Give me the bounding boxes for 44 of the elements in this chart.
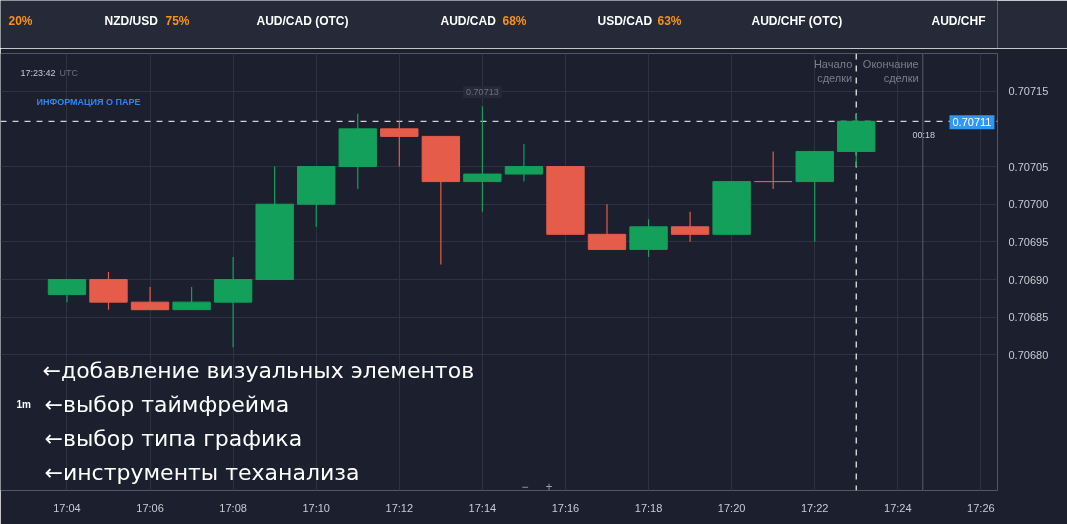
annotation: ←добавление визуальных элементов — [42, 358, 475, 383]
y-tick-label: 0.70700 — [1008, 198, 1049, 211]
annotation: ←выбор таймфрейма — [44, 392, 290, 417]
y-tick-label: 0.70715 — [1008, 85, 1049, 98]
annotation: − — [521, 480, 529, 494]
annotation: ←инструменты теханализа — [44, 460, 360, 485]
x-tick-label: 17:10 — [302, 501, 330, 514]
annotation: 00:18 — [912, 129, 936, 140]
text: AUD/CHF (OTC) — [751, 13, 843, 28]
annotation: 1m — [16, 399, 32, 410]
text: 68% — [502, 13, 527, 28]
ref-line-label: Окончание сделки — [862, 57, 919, 84]
annotation: + — [545, 480, 553, 494]
annotation: ИНФОРМАЦИЯ О ПАРЕ — [36, 96, 141, 107]
y-tick-label: 0.70705 — [1008, 160, 1049, 173]
text: 75% — [165, 13, 190, 28]
x-tick-label: 17:18 — [634, 501, 663, 514]
text: AUD/CAD (OTC) — [256, 13, 349, 28]
y-tick-label: 0.70685 — [1008, 311, 1049, 324]
y-tick-label: 0.70695 — [1008, 235, 1049, 248]
x-tick-label: 17:24 — [884, 501, 912, 514]
text: NZD/USD — [104, 13, 159, 28]
text: AUD/CHF — [931, 13, 986, 28]
x-tick-label: 17:26 — [967, 501, 995, 514]
x-tick-label: 17:20 — [717, 501, 746, 514]
y-tick-label: 0.70680 — [1008, 348, 1049, 361]
text: 63% — [657, 13, 682, 28]
text: USD/CAD — [597, 13, 653, 28]
text: AUD/CAD — [440, 13, 497, 28]
annotation: 0.70713 — [466, 87, 499, 98]
annotation: ←выбор типа графика — [44, 426, 303, 451]
x-tick-label: 17:16 — [551, 501, 580, 514]
x-tick-label: 17:14 — [468, 501, 497, 514]
x-tick-label: 17:06 — [136, 501, 164, 514]
y-tick-label: 0.70690 — [1008, 273, 1049, 286]
text: 20% — [8, 13, 33, 28]
x-tick-label: 17:22 — [800, 501, 829, 514]
x-tick-label: 17:12 — [385, 501, 414, 514]
x-tick-label: 17:08 — [219, 501, 247, 514]
ref-line-label: Начало сделки — [813, 57, 853, 84]
annotation: 17:23:42 — [20, 67, 56, 78]
annotation: UTC — [59, 67, 79, 78]
x-tick-label: 17:04 — [53, 501, 81, 514]
ref-line-label: 0.70711 — [952, 116, 992, 129]
